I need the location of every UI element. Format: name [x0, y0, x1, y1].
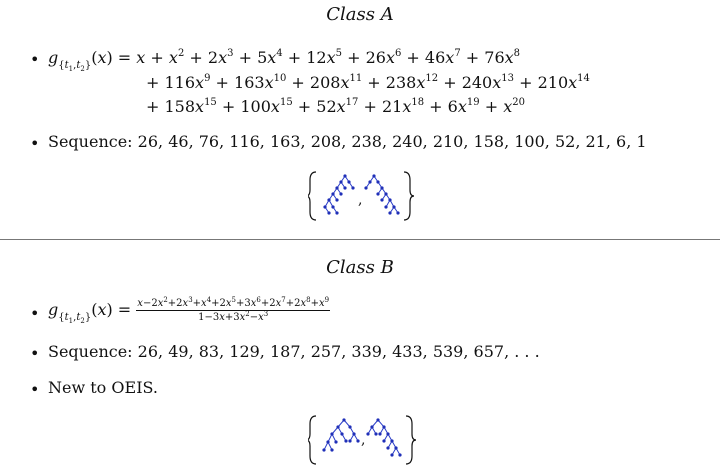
class-a-gf-line1: g{t1,t2}(x) = x + x2 + 2x3 + 5x4 + 12x5 … [48, 48, 521, 73]
class-b-sequence-label: Sequence: [48, 342, 133, 361]
class-b-title: Class B [326, 257, 394, 278]
class-b-note: New to OEIS. [48, 378, 158, 397]
bullet-gf-a: • [30, 50, 40, 69]
bullet-note-b: • [30, 380, 40, 399]
bullet-seq-a: • [30, 134, 40, 153]
class-b-gf: g{t1,t2}(x) = x−2x2+2x3+x4+2x5+3x6+2x7+2… [48, 296, 331, 325]
class-a-sequence: 26, 46, 76, 116, 163, 208, 238, 240, 210… [137, 132, 647, 151]
left-brace [308, 415, 317, 465]
right-brace [405, 415, 417, 465]
left-brace [308, 171, 317, 221]
class-b-gf-denominator: 1−3x+3x2−x3 [198, 310, 269, 324]
class-a-tree-1-nodes [323, 174, 355, 215]
class-a-sequence-label: Sequence: [48, 132, 133, 151]
class-a-gf-line3: + 158x15 + 100x15 + 52x17 + 21x18 + 6x19… [146, 97, 525, 116]
bullet-seq-b: • [30, 344, 40, 363]
class-b-tree-1-nodes [322, 418, 360, 452]
class-b-sequence: 26, 49, 83, 129, 187, 257, 339, 433, 539… [137, 342, 540, 361]
class-b-sequence-line: Sequence: 26, 49, 83, 129, 187, 257, 339… [48, 342, 540, 361]
right-brace [403, 171, 415, 221]
comma: , [358, 192, 362, 208]
class-b-tree-set: , [308, 415, 417, 465]
class-a-tree-2-nodes [364, 174, 400, 215]
class-a-tree-set: , [308, 171, 415, 221]
class-b-tree-2-nodes [366, 418, 402, 457]
class-b-gf-numerator: x−2x2+2x3+x4+2x5+3x6+2x7+2x8+x9 [136, 296, 331, 311]
comma: , [361, 432, 365, 448]
class-a-title: Class A [326, 4, 394, 25]
class-b-gf-fraction: x−2x2+2x3+x4+2x5+3x6+2x7+2x8+x9 1−3x+3x2… [136, 296, 331, 324]
class-a-gf-line2: + 116x9 + 163x10 + 208x11 + 238x12 + 240… [146, 73, 590, 92]
class-b-tree-2 [367, 419, 401, 456]
bullet-gf-b: • [30, 304, 40, 323]
class-a-sequence-line: Sequence: 26, 46, 76, 116, 163, 208, 238… [48, 132, 647, 151]
section-divider [0, 239, 720, 240]
